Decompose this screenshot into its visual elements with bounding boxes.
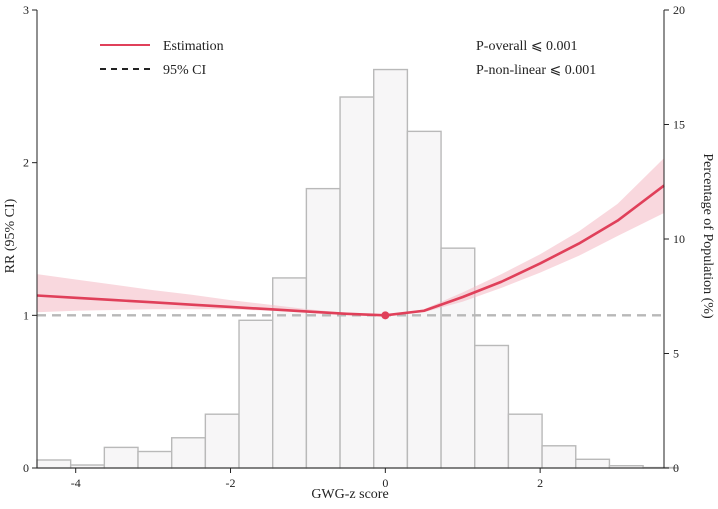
histogram-bar xyxy=(576,459,610,468)
y2-tick-label: 20 xyxy=(673,3,685,17)
histogram-bar xyxy=(172,438,206,468)
x-tick-label: 2 xyxy=(537,476,543,490)
x-axis-title: GWG-z score xyxy=(311,487,388,502)
y-axis-title: RR (95% CI) xyxy=(3,198,18,273)
y-tick-label: 3 xyxy=(23,3,29,17)
histogram-bar xyxy=(542,446,576,468)
histogram-bar xyxy=(205,414,239,468)
histogram-bar xyxy=(508,414,542,468)
histogram-bar xyxy=(374,70,408,468)
p-non-linear-annotation: P-non-linear ⩽ 0.001 xyxy=(476,63,596,78)
histogram-bar xyxy=(37,460,71,468)
histogram-bars xyxy=(37,70,677,468)
p-overall-annotation: P-overall ⩽ 0.001 xyxy=(476,39,578,54)
y-tick-label: 2 xyxy=(23,156,29,170)
histogram-bar xyxy=(441,248,475,468)
y2-axis-title: Percentage of Population (%) xyxy=(700,153,715,319)
legend: Estimation 95% CI xyxy=(100,39,224,78)
histogram-bar xyxy=(407,131,441,468)
x-tick-label: -4 xyxy=(71,476,81,490)
y2-tick-label: 0 xyxy=(673,461,679,475)
y2-tick-label: 15 xyxy=(673,118,685,132)
histogram-bar xyxy=(239,320,273,468)
histogram-bar xyxy=(104,447,138,468)
y-tick-label: 0 xyxy=(23,461,29,475)
x-tick-label: -2 xyxy=(226,476,236,490)
legend-ci-label: 95% CI xyxy=(163,63,207,78)
legend-estimation-label: Estimation xyxy=(163,39,224,54)
histogram-bar xyxy=(306,189,340,468)
y-tick-label: 1 xyxy=(23,308,29,322)
y2-tick-label: 5 xyxy=(673,347,679,361)
histogram-bar xyxy=(340,97,374,468)
reference-point xyxy=(381,311,389,319)
y2-tick-label: 10 xyxy=(673,232,685,246)
histogram-bar xyxy=(475,345,509,468)
histogram-bar xyxy=(138,452,172,468)
